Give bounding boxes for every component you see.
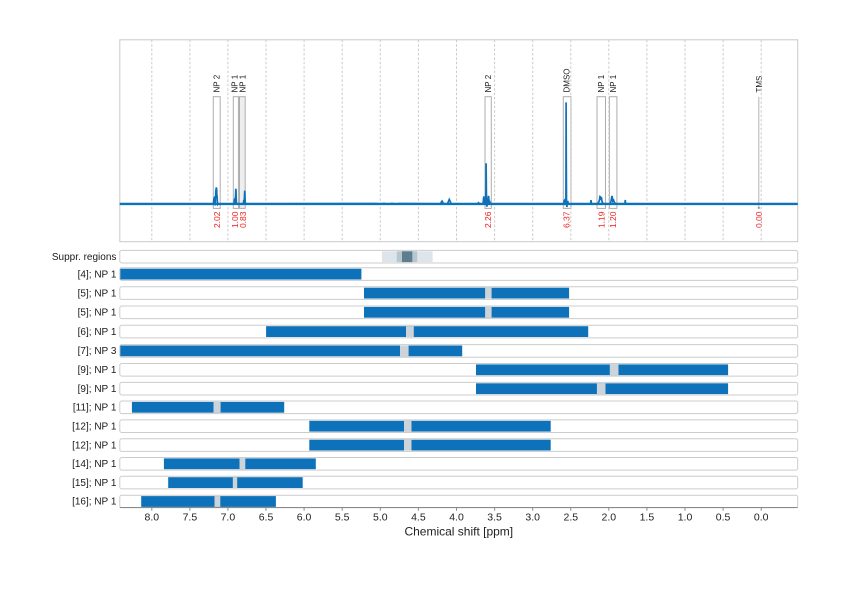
svg-text:Suppr. regions: Suppr. regions (52, 252, 117, 263)
svg-text:2.0: 2.0 (601, 512, 616, 524)
svg-text:1.20: 1.20 (608, 211, 618, 228)
svg-text:[15]; NP 1: [15]; NP 1 (72, 478, 117, 489)
svg-text:0.0: 0.0 (754, 512, 769, 524)
svg-text:6.37: 6.37 (562, 211, 572, 228)
svg-text:2.5: 2.5 (563, 512, 578, 524)
svg-text:0.00: 0.00 (754, 211, 764, 228)
svg-text:0.5: 0.5 (716, 512, 731, 524)
svg-text:1.00: 1.00 (230, 211, 240, 228)
svg-text:1.0: 1.0 (678, 512, 693, 524)
svg-text:5.5: 5.5 (335, 512, 350, 524)
svg-text:6.5: 6.5 (259, 512, 274, 524)
svg-text:1.5: 1.5 (640, 512, 655, 524)
svg-text:NP 2: NP 2 (484, 74, 493, 92)
svg-text:NP 1: NP 1 (239, 74, 248, 92)
svg-text:8.0: 8.0 (144, 512, 159, 524)
svg-text:3.5: 3.5 (487, 512, 502, 524)
svg-text:[9]; NP 1: [9]; NP 1 (78, 384, 117, 395)
svg-text:[9]; NP 1: [9]; NP 1 (78, 365, 117, 376)
svg-text:NP 1: NP 1 (597, 74, 606, 92)
svg-text:4.5: 4.5 (411, 512, 426, 524)
svg-text:[14]; NP 1: [14]; NP 1 (72, 459, 117, 470)
svg-text:[5]; NP 1: [5]; NP 1 (78, 288, 117, 299)
svg-text:5.0: 5.0 (373, 512, 388, 524)
svg-text:Chemical shift [ppm]: Chemical shift [ppm] (404, 525, 513, 539)
svg-text:0.83: 0.83 (238, 211, 248, 228)
svg-text:[12]; NP 1: [12]; NP 1 (72, 421, 117, 432)
svg-text:[6]; NP 1: [6]; NP 1 (78, 327, 117, 338)
svg-text:6.0: 6.0 (297, 512, 312, 524)
svg-text:3.0: 3.0 (525, 512, 540, 524)
svg-text:7.5: 7.5 (183, 512, 198, 524)
svg-text:[12]; NP 1: [12]; NP 1 (72, 440, 117, 451)
svg-text:4.0: 4.0 (449, 512, 464, 524)
svg-text:NP 1: NP 1 (231, 74, 240, 92)
svg-text:1.19: 1.19 (596, 211, 606, 228)
svg-text:[16]; NP 1: [16]; NP 1 (72, 497, 117, 508)
svg-text:TMS: TMS (755, 76, 764, 93)
svg-text:DMSO: DMSO (562, 69, 571, 93)
svg-text:[7]; NP 3: [7]; NP 3 (78, 346, 117, 357)
svg-text:NP 2: NP 2 (213, 74, 222, 92)
svg-text:[4]; NP 1: [4]; NP 1 (78, 269, 117, 280)
svg-text:2.26: 2.26 (483, 211, 493, 228)
svg-text:2.02: 2.02 (212, 211, 222, 228)
svg-text:7.0: 7.0 (221, 512, 236, 524)
svg-text:[11]; NP 1: [11]; NP 1 (73, 403, 117, 414)
svg-text:NP 1: NP 1 (609, 74, 618, 92)
svg-text:[5]; NP 1: [5]; NP 1 (78, 308, 117, 319)
